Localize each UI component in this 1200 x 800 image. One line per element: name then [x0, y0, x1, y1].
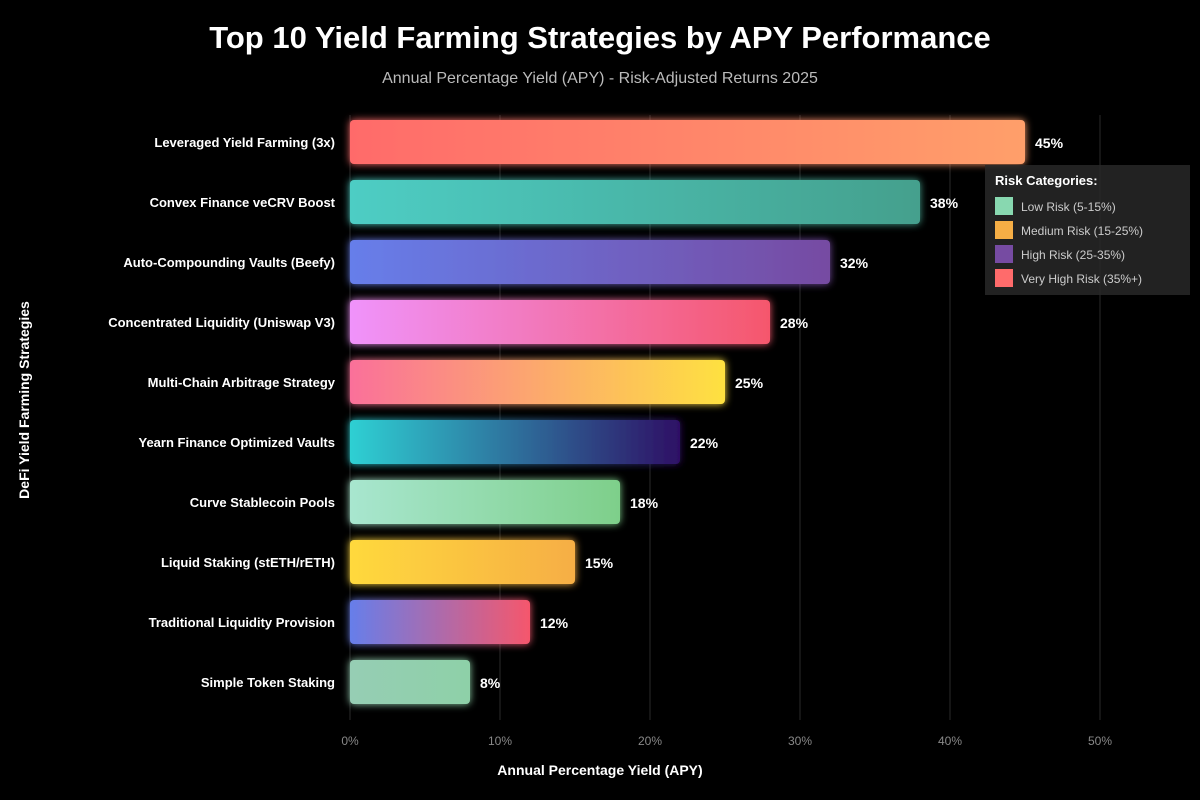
chart-title: Top 10 Yield Farming Strategies by APY P… [209, 20, 991, 55]
data-label: 32% [840, 255, 869, 271]
legend-title: Risk Categories: [995, 173, 1098, 188]
bar[interactable] [350, 480, 620, 524]
legend-swatch [995, 269, 1013, 287]
bar[interactable] [350, 240, 830, 284]
bar[interactable] [350, 180, 920, 224]
y-tick-label: Simple Token Staking [201, 675, 335, 690]
legend-label: Medium Risk (15-25%) [1021, 224, 1143, 238]
x-axis-label: Annual Percentage Yield (APY) [497, 762, 703, 778]
y-tick-label: Convex Finance veCRV Boost [150, 195, 336, 210]
y-tick-label: Concentrated Liquidity (Uniswap V3) [108, 315, 335, 330]
legend-label: Very High Risk (35%+) [1021, 272, 1142, 286]
bar[interactable] [350, 300, 770, 344]
data-label: 15% [585, 555, 614, 571]
data-label: 38% [930, 195, 959, 211]
x-tick-label: 0% [341, 734, 359, 748]
bar[interactable] [350, 600, 530, 644]
bar[interactable] [350, 540, 575, 584]
data-label: 12% [540, 615, 569, 631]
x-tick-label: 50% [1088, 734, 1112, 748]
data-label: 28% [780, 315, 809, 331]
y-tick-label: Traditional Liquidity Provision [149, 615, 335, 630]
data-label: 25% [735, 375, 764, 391]
legend-swatch [995, 197, 1013, 215]
y-tick-label: Leveraged Yield Farming (3x) [154, 135, 335, 150]
data-label: 18% [630, 495, 659, 511]
y-tick-label: Yearn Finance Optimized Vaults [138, 435, 335, 450]
y-tick-label: Auto-Compounding Vaults (Beefy) [123, 255, 335, 270]
chart-subtitle: Annual Percentage Yield (APY) - Risk-Adj… [382, 70, 818, 87]
legend-swatch [995, 245, 1013, 263]
y-tick-label: Liquid Staking (stETH/rETH) [161, 555, 335, 570]
legend-label: Low Risk (5-15%) [1021, 200, 1116, 214]
legend-box [985, 165, 1190, 295]
y-tick-label: Multi-Chain Arbitrage Strategy [148, 375, 336, 390]
x-tick-label: 30% [788, 734, 812, 748]
x-tick-label: 40% [938, 734, 962, 748]
x-tick-label: 10% [488, 734, 512, 748]
legend-label: High Risk (25-35%) [1021, 248, 1125, 262]
bar[interactable] [350, 420, 680, 464]
y-tick-label: Curve Stablecoin Pools [190, 495, 335, 510]
data-label: 45% [1035, 135, 1064, 151]
data-label: 8% [480, 675, 501, 691]
legend-swatch [995, 221, 1013, 239]
data-label: 22% [690, 435, 719, 451]
bar[interactable] [350, 660, 470, 704]
bar[interactable] [350, 360, 725, 404]
x-tick-label: 20% [638, 734, 662, 748]
bar[interactable] [350, 120, 1025, 164]
